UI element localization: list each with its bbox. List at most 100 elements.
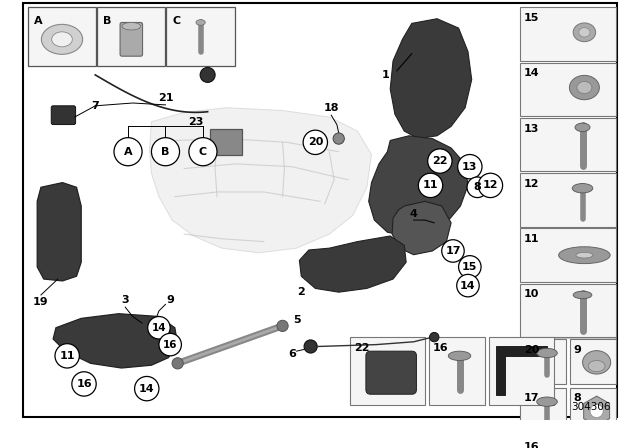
FancyBboxPatch shape	[51, 106, 76, 125]
Text: 16: 16	[524, 442, 540, 448]
Polygon shape	[575, 442, 611, 448]
Text: 5: 5	[292, 315, 300, 325]
Ellipse shape	[559, 247, 610, 263]
Circle shape	[72, 372, 96, 396]
Circle shape	[590, 405, 603, 418]
Polygon shape	[392, 201, 451, 255]
FancyBboxPatch shape	[570, 339, 616, 384]
Ellipse shape	[575, 123, 590, 132]
Circle shape	[152, 138, 180, 166]
Ellipse shape	[579, 28, 590, 37]
Ellipse shape	[572, 184, 593, 193]
Text: 12: 12	[524, 179, 540, 189]
Polygon shape	[300, 236, 406, 292]
FancyBboxPatch shape	[120, 22, 143, 56]
Ellipse shape	[537, 397, 557, 406]
Polygon shape	[390, 19, 472, 138]
Text: 15: 15	[524, 13, 540, 23]
FancyBboxPatch shape	[520, 228, 616, 282]
Polygon shape	[584, 396, 610, 426]
Circle shape	[189, 138, 217, 166]
FancyBboxPatch shape	[166, 8, 235, 65]
Circle shape	[442, 240, 464, 262]
FancyBboxPatch shape	[520, 436, 566, 448]
FancyBboxPatch shape	[28, 8, 96, 65]
Text: 23: 23	[189, 117, 204, 127]
FancyBboxPatch shape	[520, 388, 566, 433]
FancyBboxPatch shape	[570, 436, 616, 448]
Text: 11: 11	[423, 181, 438, 190]
Text: 20: 20	[524, 345, 540, 355]
Text: C: C	[172, 16, 180, 26]
Ellipse shape	[448, 351, 471, 361]
Ellipse shape	[588, 361, 605, 372]
Ellipse shape	[196, 20, 205, 25]
Text: B: B	[161, 146, 170, 157]
Text: 6: 6	[288, 349, 296, 359]
Text: 17: 17	[445, 246, 461, 256]
Ellipse shape	[122, 22, 141, 30]
FancyBboxPatch shape	[520, 8, 616, 61]
Ellipse shape	[52, 32, 72, 47]
FancyBboxPatch shape	[520, 63, 616, 116]
Text: 4: 4	[410, 208, 417, 219]
Text: 2: 2	[298, 287, 305, 297]
Circle shape	[458, 155, 482, 179]
Ellipse shape	[570, 75, 600, 100]
Circle shape	[478, 173, 502, 198]
Text: 22: 22	[354, 343, 369, 353]
Text: 8: 8	[474, 182, 481, 192]
Circle shape	[159, 333, 181, 356]
Text: 10: 10	[524, 289, 540, 299]
Text: 13: 13	[524, 124, 540, 134]
Text: 14: 14	[524, 69, 540, 78]
Text: A: A	[124, 146, 132, 157]
Text: 16: 16	[76, 379, 92, 389]
Circle shape	[114, 138, 142, 166]
Text: 14: 14	[139, 383, 155, 394]
Text: 19: 19	[33, 297, 49, 306]
Circle shape	[277, 320, 288, 332]
Circle shape	[459, 256, 481, 278]
Text: 304306: 304306	[571, 402, 611, 412]
Text: 18: 18	[323, 103, 339, 113]
Text: 16: 16	[163, 340, 177, 349]
Circle shape	[419, 173, 443, 198]
Text: 3: 3	[122, 295, 129, 305]
Text: 9: 9	[166, 295, 174, 305]
Circle shape	[429, 332, 439, 342]
FancyBboxPatch shape	[23, 3, 617, 417]
Ellipse shape	[577, 82, 592, 94]
Circle shape	[457, 274, 479, 297]
Ellipse shape	[537, 348, 557, 358]
Ellipse shape	[573, 291, 592, 299]
Ellipse shape	[42, 24, 83, 54]
Polygon shape	[369, 136, 468, 236]
Text: 20: 20	[308, 138, 323, 147]
Circle shape	[172, 358, 183, 369]
Text: 13: 13	[462, 162, 477, 172]
FancyBboxPatch shape	[366, 351, 417, 394]
FancyBboxPatch shape	[429, 337, 485, 405]
FancyBboxPatch shape	[520, 339, 566, 384]
Text: 17: 17	[524, 393, 540, 403]
Circle shape	[55, 344, 79, 368]
Polygon shape	[150, 108, 371, 253]
Text: 1: 1	[381, 70, 389, 80]
FancyBboxPatch shape	[520, 173, 616, 227]
Ellipse shape	[576, 252, 593, 258]
Polygon shape	[496, 346, 547, 395]
Text: B: B	[103, 16, 111, 26]
FancyBboxPatch shape	[488, 337, 554, 405]
Text: 14: 14	[460, 280, 476, 291]
Ellipse shape	[573, 23, 596, 42]
Ellipse shape	[582, 351, 611, 374]
FancyBboxPatch shape	[97, 8, 166, 65]
Text: C: C	[199, 146, 207, 157]
Text: 16: 16	[433, 343, 448, 353]
FancyBboxPatch shape	[350, 337, 425, 405]
Circle shape	[467, 177, 488, 198]
Circle shape	[304, 340, 317, 353]
Text: 12: 12	[483, 181, 498, 190]
Text: 15: 15	[462, 262, 477, 272]
